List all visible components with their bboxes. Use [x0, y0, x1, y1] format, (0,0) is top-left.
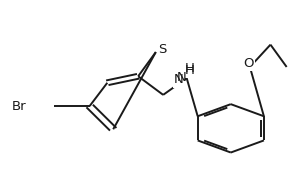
Text: O: O	[243, 57, 254, 70]
Text: S: S	[158, 43, 166, 56]
Text: Br: Br	[12, 100, 26, 113]
Text: H: H	[185, 64, 195, 77]
Text: N: N	[174, 73, 184, 86]
Text: H: H	[185, 62, 195, 75]
Text: N: N	[176, 71, 186, 84]
